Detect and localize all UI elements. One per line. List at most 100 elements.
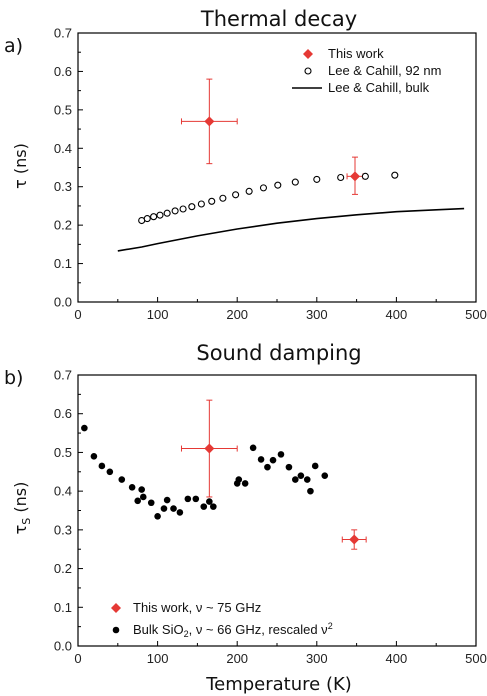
data-point-bulk-sio2 (264, 463, 271, 471)
data-point-92nm (232, 191, 240, 199)
data-point-bulk-sio2 (235, 476, 243, 483)
data-point-bulk-sio2 (257, 456, 265, 463)
chart-title: Thermal decay (200, 7, 357, 31)
data-point-92nm (208, 197, 216, 205)
plot-frame (77, 374, 477, 647)
y-tick-label: 0.1 (54, 256, 72, 271)
legend-marker-this-work (111, 603, 121, 613)
data-point-this-work (204, 443, 215, 454)
panel-label: a) (4, 35, 23, 57)
x-tick-labels: 0 100 200 300 400 500 (74, 641, 487, 666)
y-tick-label: 0.4 (54, 484, 72, 499)
panel-b: b) Sound damping τS (ns) Temperature (K)… (4, 341, 487, 695)
x-tick-label: 500 (465, 651, 487, 666)
y-tick-label: 0.5 (54, 102, 72, 117)
data-point-bulk-sio2 (154, 513, 161, 520)
y-tick-label: 0.0 (54, 295, 72, 310)
data-point-this-work (350, 171, 361, 182)
data-point-92nm (245, 187, 253, 195)
data-point-bulk-sio2 (106, 468, 114, 476)
x-tick-label: 200 (226, 307, 248, 322)
data-point-bulk-sio2 (292, 476, 299, 483)
data-marks (81, 399, 367, 550)
data-point-bulk-sio2 (139, 493, 147, 501)
legend-label: Lee & Cahill, bulk (328, 80, 430, 95)
x-tick-labels: 0 100 200 300 400 500 (74, 297, 487, 322)
y-tick-label: 0.7 (54, 26, 72, 41)
data-point-92nm (156, 211, 164, 219)
plot-frame (77, 32, 477, 303)
x-tick-label: 0 (74, 307, 81, 322)
data-point-92nm (391, 171, 399, 179)
data-point-92nm (274, 181, 282, 189)
y-tick-labels: 0.0 0.1 0.2 0.3 0.4 0.5 0.6 0.7 (54, 368, 83, 654)
data-point-bulk-sio2 (241, 480, 249, 487)
x-tick-label: 500 (465, 307, 487, 322)
data-point-bulk-sio2 (160, 505, 168, 512)
data-marks (117, 78, 465, 252)
legend-label: This work (328, 46, 384, 61)
data-point-92nm (143, 215, 151, 223)
data-point-bulk-sio2 (321, 472, 329, 479)
y-axis-label: τS (ns) (11, 482, 33, 535)
data-point-bulk-sio2 (206, 498, 213, 505)
y-tick-label: 0.4 (54, 141, 72, 156)
x-tick-label: 400 (386, 307, 408, 322)
data-point-bulk-sio2 (118, 476, 126, 483)
y-axis-label: τ (ns) (11, 143, 30, 189)
y-tick-label: 0.6 (54, 64, 72, 79)
data-point-bulk-sio2 (81, 424, 88, 432)
x-axis-label: Temperature (K) (205, 674, 352, 695)
y-tick-label: 0.7 (54, 368, 72, 383)
legend-label: Bulk SiO2, ν ~ 66 GHz, rescaled ν2 (133, 621, 333, 639)
x-tick-label: 200 (226, 651, 248, 666)
data-point-bulk-sio2 (176, 509, 184, 516)
data-point-bulk-sio2 (128, 483, 136, 491)
x-tick-label: 300 (306, 651, 328, 666)
x-tick-label: 0 (74, 651, 81, 666)
data-point-92nm (313, 175, 321, 183)
legend-label: Lee & Cahill, 92 nm (328, 63, 441, 78)
data-point-bulk-sio2 (307, 487, 314, 495)
data-point-bulk-sio2 (200, 503, 208, 510)
data-point-this-work (204, 116, 215, 127)
data-point-92nm (188, 203, 196, 211)
data-point-bulk-sio2 (138, 486, 145, 493)
data-point-92nm (291, 178, 299, 186)
x-tick-label: 100 (147, 651, 169, 666)
data-point-92nm (179, 205, 187, 213)
y-tick-labels: 0.0 0.1 0.2 0.3 0.4 0.5 0.6 0.7 (54, 26, 83, 310)
data-point-bulk-sio2 (192, 495, 200, 503)
data-point-bulk-sio2 (98, 462, 106, 470)
legend-label: This work, ν ~ 75 GHz (133, 600, 261, 615)
data-point-bulk-sio2 (277, 451, 285, 458)
y-tick-label: 0.3 (54, 522, 72, 537)
data-point-92nm (361, 172, 369, 180)
data-point-bulk-sio2 (303, 476, 311, 483)
data-point-bulk-sio2 (90, 453, 98, 460)
data-point-bulk-sio2 (297, 472, 305, 479)
data-point-bulk-sio2 (249, 444, 257, 452)
x-tick-label: 400 (386, 651, 408, 666)
y-tick-label: 0.2 (54, 218, 72, 233)
y-tick-label: 0.3 (54, 179, 72, 194)
data-point-bulk-sio2 (184, 495, 192, 503)
data-point-bulk-sio2 (147, 499, 155, 507)
legend: This work, ν ~ 75 GHz Bulk SiO2, ν ~ 66 … (111, 600, 333, 639)
panel-label: b) (4, 367, 23, 389)
data-point-bulk-sio2 (311, 462, 319, 470)
data-point-bulk-sio2 (210, 503, 217, 510)
y-tick-label: 0.2 (54, 561, 72, 576)
panel-a: a) Thermal decay τ (ns) 0 100 200 300 400 500… (4, 7, 487, 322)
x-tick-label: 300 (306, 307, 328, 322)
y-tick-label: 0.5 (54, 445, 72, 460)
data-point-bulk-sio2 (170, 505, 177, 512)
legend: This work Lee & Cahill, 92 nm Lee & Cahi… (292, 46, 441, 95)
data-point-bulk-sio2 (163, 496, 171, 504)
data-point-bulk-sio2 (134, 497, 141, 505)
y-tick-label: 0.0 (54, 639, 72, 654)
data-point-this-work (349, 534, 360, 545)
data-point-92nm (219, 194, 227, 202)
legend-marker-bulk-sio2 (112, 626, 120, 634)
data-point-bulk-sio2 (269, 456, 277, 464)
